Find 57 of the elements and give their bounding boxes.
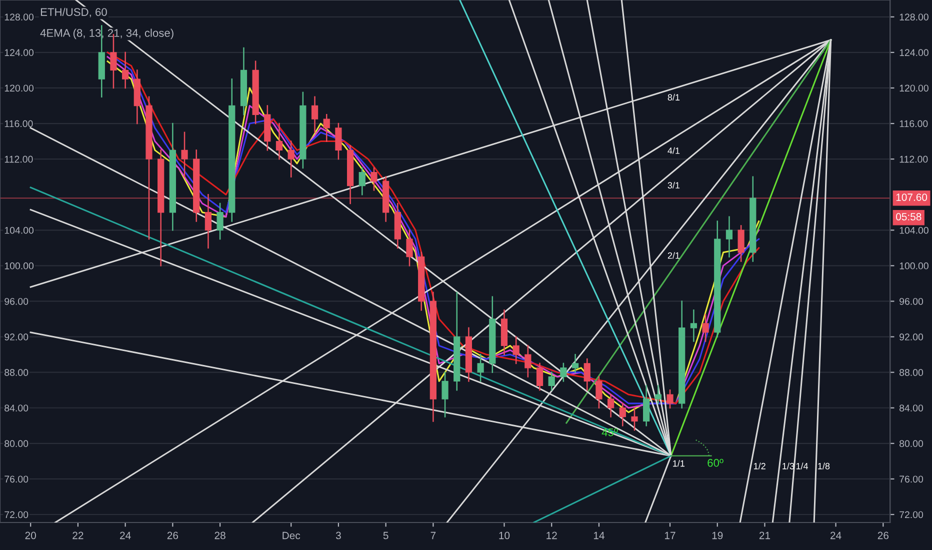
y2-tick-label: 76.00 xyxy=(900,476,924,483)
text: 05:58 xyxy=(896,213,922,220)
x-tick-label: 21 xyxy=(759,532,770,540)
y2-tick-label: 92.00 xyxy=(900,334,924,340)
y2-tick-label: 120.00 xyxy=(900,84,928,92)
x-tick-label: 7 xyxy=(430,532,436,540)
y2-tick-label: 124.00 xyxy=(900,49,928,56)
y2-tick-label: 96.00 xyxy=(900,298,924,305)
y-tick-label: 88.00 xyxy=(4,369,28,376)
y-tick-label: 100.00 xyxy=(4,262,34,270)
y-tick-label: 112.00 xyxy=(4,156,33,163)
y-tick-label: 96.00 xyxy=(4,298,28,305)
annotation: 2/1 xyxy=(668,252,680,259)
y2-tick-label: 128.00 xyxy=(900,14,928,20)
annotation: 1/1 xyxy=(673,460,684,467)
y-tick-label: 72.00 xyxy=(4,511,28,518)
y2-tick-label: 112.00 xyxy=(900,156,928,163)
x-tick-label: 19 xyxy=(712,532,723,540)
y2-tick-label: 72.00 xyxy=(900,511,924,518)
y-tick-label: 128.00 xyxy=(4,14,34,20)
y-tick-label: 120.00 xyxy=(4,84,34,92)
x-tick-label: Dec xyxy=(282,532,300,540)
y2-tick-label: 104.00 xyxy=(900,226,928,234)
annotation: 1/8 xyxy=(818,462,830,470)
y-tick-label: 124.00 xyxy=(4,49,34,56)
x-tick-label: 28 xyxy=(214,532,226,540)
x-tick-label: 26 xyxy=(167,532,178,540)
y2-tick-label: 80.00 xyxy=(900,440,924,448)
y2-tick-label: 84.00 xyxy=(900,404,924,412)
y-tick-label: 84.00 xyxy=(4,404,28,412)
ref-line-label: 107.60 xyxy=(896,194,928,201)
annotation: 8/1 xyxy=(668,94,680,101)
y-tick-label: 76.00 xyxy=(4,476,28,483)
x-tick-label: 10 xyxy=(499,532,510,540)
annotation: 1/2 xyxy=(754,462,766,470)
x-tick-label: 20 xyxy=(25,532,36,540)
y-tick-label: 80.00 xyxy=(4,440,28,448)
text: ETH/USD, 60 xyxy=(40,8,107,18)
x-tick-label: 14 xyxy=(594,532,604,540)
y2-tick-label: 116.00 xyxy=(900,120,928,128)
x-tick-label: 24 xyxy=(120,532,131,540)
y2-tick-label: 100.00 xyxy=(900,262,928,270)
y-tick-label: 92.00 xyxy=(4,334,28,340)
x-tick-label: 12 xyxy=(546,532,557,540)
x-tick-label: 3 xyxy=(336,532,341,540)
y2-tick-label: 88.00 xyxy=(900,369,924,376)
x-tick-label: 22 xyxy=(72,532,84,540)
x-tick-label: 17 xyxy=(665,532,676,540)
annotation: 60º xyxy=(708,458,724,467)
y-tick-label: 116.00 xyxy=(4,120,33,128)
x-tick-label: 5 xyxy=(383,532,388,540)
x-tick-label: 24 xyxy=(830,532,842,540)
annotation: 1/4 xyxy=(796,462,808,470)
annotation: 4/1 xyxy=(668,147,680,154)
y-tick-label: 104.00 xyxy=(4,226,34,234)
annotation: 3/1 xyxy=(668,182,680,189)
x-tick-label: 26 xyxy=(878,532,888,540)
